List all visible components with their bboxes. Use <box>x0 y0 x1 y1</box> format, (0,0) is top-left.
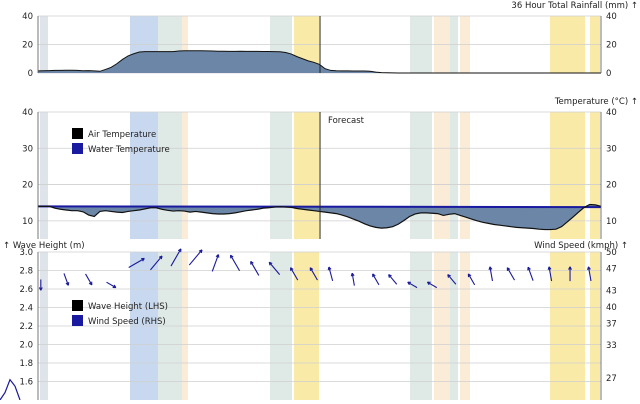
wave-height-line <box>0 380 20 400</box>
y-tick-label-left: 2.6 <box>19 285 33 295</box>
wind-arrow-shaft <box>212 255 218 272</box>
time-band <box>270 112 292 239</box>
wind-arrow-head <box>328 267 329 270</box>
wind-arrow-head <box>588 267 589 270</box>
wind-arrow-shaft <box>373 274 379 285</box>
y-tick-label-right: 33 <box>606 341 617 351</box>
wind-speed-title: Wind Speed (kmph) ↑ <box>534 241 628 251</box>
time-band <box>182 112 188 239</box>
y-tick-label-left: 40 <box>22 108 33 118</box>
y-tick-label-left: 1.8 <box>19 359 33 369</box>
time-band <box>158 112 170 239</box>
wind-arrow-head <box>351 273 352 276</box>
temperature-title: Temperature (°C) ↑ <box>554 97 638 107</box>
wind-arrow <box>107 282 116 287</box>
wind-arrow-head <box>489 267 490 270</box>
y-tick-label-right: 40 <box>606 12 617 22</box>
wind-arrow <box>231 255 240 271</box>
y-tick-label-right: 43 <box>606 286 617 296</box>
time-band <box>434 112 450 239</box>
y-tick-label-right: 30 <box>606 144 617 154</box>
legend-label-wind-speed: Wind Speed (RHS) <box>88 317 166 327</box>
wind-arrow-head <box>269 262 270 265</box>
time-band <box>40 112 48 239</box>
wind-arrow <box>64 273 69 285</box>
wind-arrow-shaft <box>389 275 397 285</box>
y-tick-label-right: 27 <box>606 374 617 384</box>
wind-arrow-shaft <box>86 274 92 285</box>
wind-arrow <box>528 267 533 281</box>
time-band <box>460 112 470 239</box>
legend-label-wave-height: Wave Height (LHS) <box>88 302 168 312</box>
legend-label-water-temperature: Water Temperature <box>88 145 170 155</box>
y-tick-label-right: 20 <box>606 41 617 51</box>
wind-arrow <box>251 261 259 275</box>
wave-height-title: ↑ Wave Height (m) <box>3 241 85 251</box>
y-tick-label-left: 2.2 <box>19 322 33 332</box>
wind-arrow-shaft <box>231 255 240 271</box>
wind-arrow <box>86 274 92 285</box>
y-tick-label-left: 2.8 <box>19 267 33 277</box>
y-tick-label-left: 40 <box>22 12 33 22</box>
wind-arrow <box>351 273 354 285</box>
y-tick-label-left: 2.0 <box>19 341 33 351</box>
legend-label-air-temperature: Air Temperature <box>88 130 156 140</box>
y-tick-label-left: 30 <box>22 144 33 154</box>
y-tick-label-left: 10 <box>22 217 33 227</box>
wind-arrow-shaft <box>507 268 514 280</box>
rainfall-title: 36 Hour Total Rainfall (mm) ↑ <box>511 1 638 11</box>
y-tick-label-right: 47 <box>606 264 617 274</box>
time-band <box>170 112 182 239</box>
time-band <box>590 112 600 239</box>
wind-arrow <box>373 274 379 285</box>
legend-swatch-air-temperature <box>72 128 83 139</box>
legend-swatch-wave-height <box>72 300 83 311</box>
wind-arrow <box>328 267 332 281</box>
y-tick-label-right: 40 <box>606 108 617 118</box>
legend-swatch-wind-speed <box>72 315 83 326</box>
y-tick-label-right: 10 <box>606 217 617 227</box>
legend-swatch-water-temperature <box>72 143 83 154</box>
forecast-label: Forecast <box>328 116 365 126</box>
wind-arrow <box>389 275 397 285</box>
y-tick-label-right: 40 <box>606 303 617 313</box>
wind-arrow-shaft <box>251 261 259 275</box>
y-tick-label-right: 0 <box>606 69 611 79</box>
y-tick-label-right: 37 <box>606 319 617 329</box>
time-band <box>294 112 319 239</box>
y-tick-label-right: 20 <box>606 181 617 191</box>
time-band <box>450 112 458 239</box>
y-tick-label-left: 20 <box>22 41 33 51</box>
y-tick-label-left: 2.4 <box>19 304 33 314</box>
wind-arrow-head <box>548 267 549 270</box>
wind-arrow-head <box>448 275 449 278</box>
wind-arrow <box>489 267 492 281</box>
time-band <box>410 112 432 239</box>
y-tick-label-left: 1.6 <box>19 378 33 388</box>
wind-arrow <box>212 255 219 272</box>
y-tick-label-left: 20 <box>22 181 33 191</box>
y-tick-label-left: 0 <box>28 69 33 79</box>
wind-arrow-head <box>389 275 390 278</box>
wind-arrow <box>507 268 514 280</box>
